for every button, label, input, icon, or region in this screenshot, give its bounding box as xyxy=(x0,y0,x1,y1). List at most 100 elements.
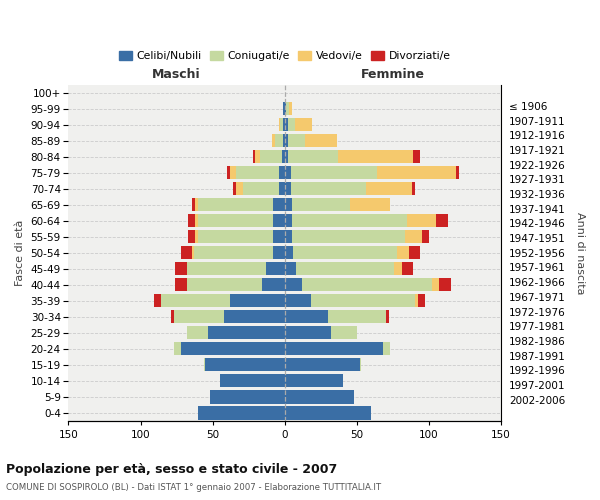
Bar xyxy=(295,118,312,131)
Bar xyxy=(175,278,187,291)
Bar xyxy=(412,182,415,196)
Bar xyxy=(279,166,285,179)
Bar xyxy=(283,102,285,115)
Bar xyxy=(193,198,196,211)
Bar xyxy=(210,390,285,404)
Bar xyxy=(457,166,460,179)
Bar xyxy=(285,406,371,420)
Bar xyxy=(287,118,295,131)
Bar xyxy=(230,166,236,179)
Bar xyxy=(292,230,404,243)
Bar xyxy=(273,214,285,228)
Bar xyxy=(205,358,285,372)
Bar xyxy=(283,118,285,131)
Bar xyxy=(418,294,425,308)
Bar xyxy=(422,230,429,243)
Bar xyxy=(432,278,439,291)
Bar xyxy=(266,262,285,276)
Bar xyxy=(311,294,415,308)
Bar xyxy=(401,262,413,276)
Bar xyxy=(285,326,331,340)
Legend: Celibi/Nubili, Coniugati/e, Vedovi/e, Divorziati/e: Celibi/Nubili, Coniugati/e, Vedovi/e, Di… xyxy=(115,46,455,65)
Bar xyxy=(409,246,421,260)
Bar xyxy=(285,134,287,147)
Bar xyxy=(365,182,412,196)
Bar xyxy=(436,214,448,228)
Bar xyxy=(415,294,418,308)
Bar xyxy=(187,278,262,291)
Bar xyxy=(290,166,377,179)
Text: Femmine: Femmine xyxy=(361,68,425,82)
Bar xyxy=(285,342,383,355)
Bar xyxy=(254,150,260,164)
Bar xyxy=(293,246,397,260)
Bar xyxy=(273,230,285,243)
Bar xyxy=(204,358,205,372)
Bar xyxy=(285,102,286,115)
Bar xyxy=(285,214,292,228)
Bar xyxy=(230,294,285,308)
Bar xyxy=(198,214,273,228)
Bar xyxy=(220,374,285,388)
Bar xyxy=(397,246,409,260)
Bar xyxy=(283,134,285,147)
Bar xyxy=(198,406,285,420)
Bar xyxy=(285,262,296,276)
Bar xyxy=(275,134,283,147)
Bar xyxy=(196,230,198,243)
Bar xyxy=(328,310,386,324)
Bar xyxy=(279,118,280,131)
Bar xyxy=(285,294,311,308)
Bar xyxy=(285,118,287,131)
Bar xyxy=(198,230,273,243)
Bar xyxy=(360,358,361,372)
Bar xyxy=(285,278,302,291)
Bar xyxy=(154,294,161,308)
Bar xyxy=(287,134,305,147)
Bar xyxy=(407,214,436,228)
Bar xyxy=(439,278,451,291)
Bar xyxy=(196,198,198,211)
Bar xyxy=(285,310,328,324)
Bar xyxy=(282,150,285,164)
Text: Maschi: Maschi xyxy=(152,68,201,82)
Bar xyxy=(208,326,285,340)
Bar xyxy=(188,214,196,228)
Bar xyxy=(413,150,421,164)
Bar xyxy=(198,198,273,211)
Bar xyxy=(285,390,354,404)
Bar xyxy=(227,166,230,179)
Bar xyxy=(404,230,422,243)
Bar xyxy=(236,182,243,196)
Bar xyxy=(175,262,187,276)
Bar xyxy=(236,166,279,179)
Bar xyxy=(174,310,224,324)
Bar xyxy=(181,342,285,355)
Bar xyxy=(273,246,285,260)
Bar xyxy=(187,326,208,340)
Bar xyxy=(187,262,266,276)
Bar xyxy=(243,182,279,196)
Bar xyxy=(287,150,338,164)
Bar xyxy=(338,150,413,164)
Bar xyxy=(285,358,360,372)
Bar xyxy=(181,246,193,260)
Bar xyxy=(350,198,390,211)
Bar xyxy=(331,326,357,340)
Bar xyxy=(224,310,285,324)
Bar xyxy=(383,342,390,355)
Bar xyxy=(171,310,174,324)
Bar xyxy=(305,134,337,147)
Y-axis label: Anni di nascita: Anni di nascita xyxy=(575,212,585,294)
Bar xyxy=(285,150,287,164)
Text: Popolazione per età, sesso e stato civile - 2007: Popolazione per età, sesso e stato civil… xyxy=(6,462,337,475)
Y-axis label: Fasce di età: Fasce di età xyxy=(15,220,25,286)
Bar xyxy=(285,198,292,211)
Bar xyxy=(292,214,407,228)
Bar xyxy=(290,182,365,196)
Bar xyxy=(279,182,285,196)
Bar xyxy=(285,374,343,388)
Bar xyxy=(285,230,292,243)
Bar xyxy=(386,310,389,324)
Bar xyxy=(296,262,394,276)
